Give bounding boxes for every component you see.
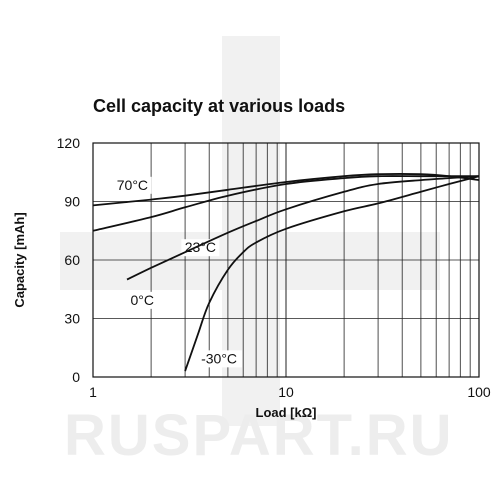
x-tick-label: 10 — [278, 384, 294, 400]
series-label: -30°C — [201, 350, 237, 366]
x-axis-label: Load [kΩ] — [256, 405, 317, 420]
series-label-bg — [181, 239, 220, 257]
series-line — [184, 175, 480, 372]
series-label-bg — [196, 350, 243, 368]
y-tick-label: 120 — [57, 135, 81, 151]
grid — [93, 143, 480, 377]
chart-title: Cell capacity at various loads — [93, 96, 346, 116]
series-label-bg — [127, 291, 158, 309]
x-tick-label: 1 — [89, 384, 97, 400]
y-tick-label: 90 — [64, 194, 80, 210]
watermark-cross-horizontal — [60, 232, 440, 290]
series-label: 0°C — [131, 292, 155, 308]
plot-frame — [92, 142, 480, 378]
y-axis-label: Capacity [mAh] — [12, 212, 27, 307]
y-tick-label: 30 — [64, 311, 80, 327]
series-layer: 70°C 23°C 0°C -30°C — [92, 173, 480, 372]
series-line — [92, 175, 479, 232]
series-line — [126, 175, 480, 281]
y-tick-label: 0 — [72, 369, 80, 385]
series-label-bg — [113, 176, 152, 194]
series-line — [92, 173, 480, 207]
series-label: 70°C — [117, 177, 148, 193]
series-label: 23°C — [185, 239, 216, 255]
x-tick-label: 100 — [467, 384, 491, 400]
watermark-text: RUSPART.RU — [64, 403, 454, 468]
y-tick-label: 60 — [64, 252, 80, 268]
tick-labels: 1 10 100 0 30 60 90 120 — [57, 135, 491, 400]
